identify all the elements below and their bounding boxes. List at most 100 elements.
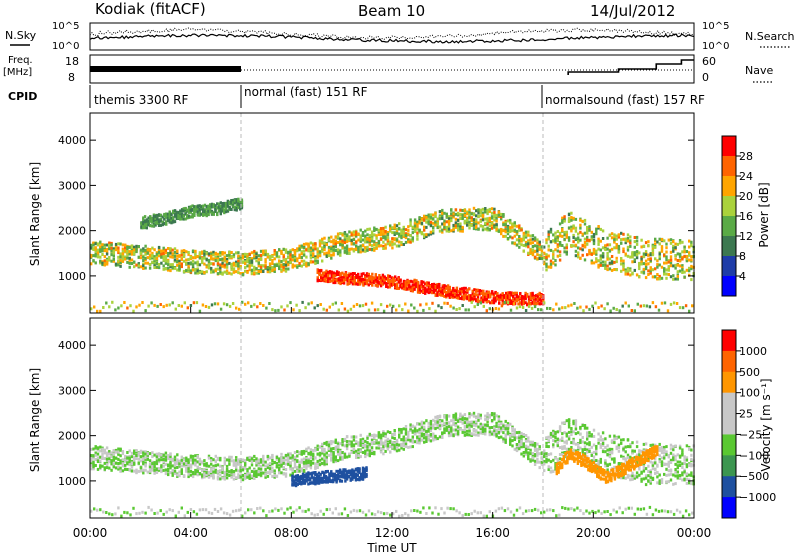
data-cell <box>318 241 322 245</box>
data-cell <box>99 249 102 253</box>
data-cell <box>291 265 294 269</box>
data-cell <box>228 251 231 254</box>
data-cell <box>316 459 319 463</box>
data-cell <box>545 255 548 259</box>
data-cell <box>130 262 134 265</box>
data-cell <box>476 293 480 297</box>
data-cell <box>101 464 104 468</box>
data-cell <box>126 247 129 251</box>
data-cell <box>135 468 138 472</box>
data-cell <box>638 262 641 266</box>
data-cell <box>147 304 150 308</box>
data-cell <box>471 291 474 295</box>
data-cell <box>169 460 172 464</box>
data-cell <box>674 277 677 281</box>
data-cell <box>364 237 367 241</box>
data-cell <box>549 230 553 234</box>
data-cell <box>445 229 448 233</box>
data-cell <box>207 209 210 213</box>
data-cell <box>241 273 245 277</box>
data-cell <box>503 295 506 299</box>
data-cell <box>608 249 612 253</box>
data-cell <box>407 240 410 244</box>
data-cell <box>626 266 630 270</box>
data-cell <box>341 278 344 282</box>
data-cell <box>228 206 231 209</box>
data-cell <box>606 254 609 258</box>
data-cell <box>546 306 549 310</box>
data-cell <box>226 202 230 206</box>
data-cell <box>200 205 203 209</box>
data-cell <box>337 273 340 277</box>
data-cell <box>604 267 607 270</box>
data-cell <box>387 285 390 289</box>
data-cell <box>355 282 358 286</box>
data-cell <box>509 308 513 312</box>
data-cell <box>629 235 632 239</box>
data-cell <box>264 260 267 264</box>
data-cell <box>590 259 593 263</box>
data-cell <box>244 254 247 258</box>
data-cell <box>332 279 335 282</box>
data-cell <box>305 264 308 268</box>
data-cell <box>300 259 303 263</box>
data-cell <box>391 240 394 244</box>
data-cell <box>216 252 220 256</box>
data-cell <box>241 478 245 482</box>
data-cell <box>156 221 159 225</box>
data-cell <box>344 272 348 276</box>
data-cell <box>223 456 226 460</box>
data-cell <box>402 282 406 286</box>
data-cell <box>339 243 342 247</box>
data-cell <box>176 473 179 477</box>
data-cell <box>316 252 319 256</box>
data-cell <box>402 225 405 229</box>
data-cell <box>139 265 143 269</box>
data-cell <box>334 272 337 276</box>
data-cell <box>348 282 351 286</box>
data-cell <box>622 232 625 236</box>
data-cell <box>259 265 263 269</box>
data-cell <box>592 242 596 246</box>
data-cell <box>672 277 675 281</box>
data-cell <box>450 295 453 299</box>
data-cell <box>296 469 299 473</box>
data-cell <box>283 308 286 312</box>
data-cell <box>536 293 540 297</box>
data-cell <box>187 475 190 479</box>
data-cell <box>644 265 648 269</box>
data-cell <box>250 469 254 473</box>
data-cell <box>126 250 129 253</box>
data-cell <box>157 245 161 249</box>
data-cell <box>309 452 313 456</box>
data-cell <box>452 291 455 295</box>
nsky-tick-hi: 10^5 <box>52 21 79 32</box>
data-cell <box>642 244 646 248</box>
data-cell <box>137 451 140 455</box>
data-cell <box>554 237 557 241</box>
data-cell <box>277 308 280 312</box>
data-cell <box>608 233 612 237</box>
data-cell <box>355 244 358 248</box>
data-cell <box>316 447 319 451</box>
data-cell <box>350 247 353 251</box>
data-cell <box>182 462 186 466</box>
data-cell <box>323 278 326 282</box>
data-cell <box>327 238 331 242</box>
data-cell <box>126 306 129 310</box>
data-cell <box>289 301 292 305</box>
data-cell <box>595 252 598 256</box>
data-cell <box>456 211 460 215</box>
data-cell <box>651 247 655 251</box>
data-cell <box>622 268 625 272</box>
data-cell <box>147 219 150 223</box>
data-cell <box>408 284 411 288</box>
data-cell <box>257 271 260 275</box>
data-cell <box>527 240 530 244</box>
data-cell <box>501 302 504 306</box>
data-cell <box>330 235 333 239</box>
data-cell <box>368 243 371 247</box>
data-cell <box>90 464 93 468</box>
data-cell <box>572 224 575 228</box>
data-cell <box>343 246 347 250</box>
